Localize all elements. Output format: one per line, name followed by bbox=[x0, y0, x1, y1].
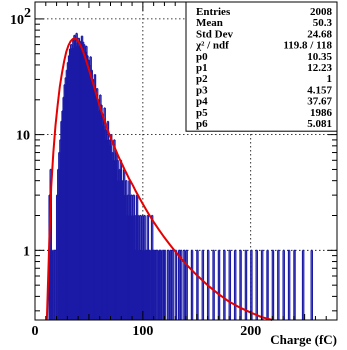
histogram-bin bbox=[167, 249, 170, 320]
histogram-bin bbox=[201, 249, 205, 320]
stats-value: 1 bbox=[327, 73, 333, 85]
histogram-bin bbox=[260, 249, 264, 320]
stats-row: p0 10.35 bbox=[196, 51, 333, 63]
histogram-bin bbox=[50, 249, 54, 320]
stats-label: p4 bbox=[196, 96, 208, 108]
stats-label: p5 bbox=[196, 107, 208, 119]
histogram-bin bbox=[228, 249, 232, 320]
histogram-bin bbox=[196, 249, 199, 320]
stats-label: p3 bbox=[196, 84, 208, 96]
histogram-bin bbox=[156, 249, 159, 320]
stats-label: p6 bbox=[196, 118, 208, 130]
stats-row: Mean 50.3 bbox=[196, 17, 333, 29]
stats-row: χ² / ndf 119.8 / 118 bbox=[195, 40, 332, 52]
histogram-bin bbox=[161, 249, 165, 320]
histogram-bin bbox=[153, 249, 156, 320]
histogram-bin bbox=[53, 249, 57, 320]
stats-value: 12.23 bbox=[307, 62, 332, 74]
histogram-bin bbox=[177, 249, 181, 320]
x-tick-label: 0 bbox=[32, 324, 39, 339]
histogram-bin bbox=[244, 249, 248, 320]
stats-row: p5 1986 bbox=[196, 107, 333, 119]
histogram-bin bbox=[271, 249, 275, 320]
histogram-series bbox=[48, 32, 314, 320]
stats-label: p0 bbox=[196, 51, 208, 63]
stats-value: 50.3 bbox=[313, 17, 333, 29]
stats-value: 2008 bbox=[310, 6, 333, 18]
histogram-bin bbox=[185, 249, 188, 320]
histogram-bin bbox=[233, 249, 237, 320]
histogram-bin bbox=[287, 249, 291, 320]
histogram-bin bbox=[250, 249, 253, 320]
y-tick-label: 1 bbox=[23, 244, 30, 259]
stats-value: 4.157 bbox=[307, 84, 332, 96]
histogram-bin bbox=[255, 249, 259, 320]
stats-row: p4 37.67 bbox=[196, 96, 333, 108]
stats-label: Std Dev bbox=[196, 28, 233, 40]
fit-curve-series bbox=[45, 37, 273, 321]
histogram-bin bbox=[293, 249, 296, 320]
stats-row: p6 5.081 bbox=[196, 118, 332, 130]
histogram-bin bbox=[266, 249, 269, 320]
stats-value: 24.68 bbox=[307, 28, 332, 40]
stats-label: p2 bbox=[196, 73, 208, 85]
stats-label: χ² / ndf bbox=[195, 40, 229, 52]
stats-row: Std Dev 24.68 bbox=[196, 28, 333, 40]
histogram-bin bbox=[180, 249, 183, 320]
y-tick-label: 10 bbox=[10, 13, 24, 28]
stats-row: Entries 2008 bbox=[196, 6, 333, 18]
stats-value: 1986 bbox=[310, 107, 333, 119]
histogram-bin bbox=[190, 249, 194, 320]
histogram-bin bbox=[223, 249, 226, 320]
stats-value: 5.081 bbox=[307, 118, 332, 130]
y-tick-label: 10 bbox=[16, 129, 30, 144]
histogram-bin bbox=[169, 249, 172, 320]
stats-value: 10.35 bbox=[307, 51, 332, 63]
histogram-bin bbox=[171, 249, 174, 320]
histogram-bin bbox=[159, 249, 163, 320]
stats-value: 119.8 / 118 bbox=[283, 40, 332, 52]
histogram-bin bbox=[148, 249, 152, 320]
stats-value: 37.67 bbox=[307, 96, 332, 108]
histogram-bin bbox=[282, 249, 285, 320]
histogram-bin bbox=[301, 249, 305, 320]
histogram-bin bbox=[217, 249, 221, 320]
histogram-bin bbox=[212, 249, 215, 320]
stats-label: Mean bbox=[196, 17, 223, 29]
histogram-bin bbox=[310, 249, 314, 320]
stats-row: p3 4.157 bbox=[196, 84, 333, 96]
fit-curve-line bbox=[45, 37, 273, 321]
x-tick-label: 200 bbox=[240, 324, 261, 339]
stats-box: Entries 2008 Mean 50.3 Std Dev 24.68 χ² / ndf 1… bbox=[185, 1, 338, 132]
stats-box-frame bbox=[185, 1, 338, 132]
y-tick-label-exponent: 2 bbox=[24, 6, 31, 21]
histogram-bin bbox=[163, 249, 167, 320]
stats-label: Entries bbox=[196, 6, 231, 18]
x-tick-label: 100 bbox=[132, 324, 153, 339]
stats-row: p2 1 bbox=[196, 73, 332, 85]
x-axis-title: Charge (fC) bbox=[270, 332, 337, 347]
histogram-bin bbox=[277, 249, 280, 320]
stats-label: p1 bbox=[196, 62, 208, 74]
stats-row: p1 12.23 bbox=[196, 62, 333, 74]
